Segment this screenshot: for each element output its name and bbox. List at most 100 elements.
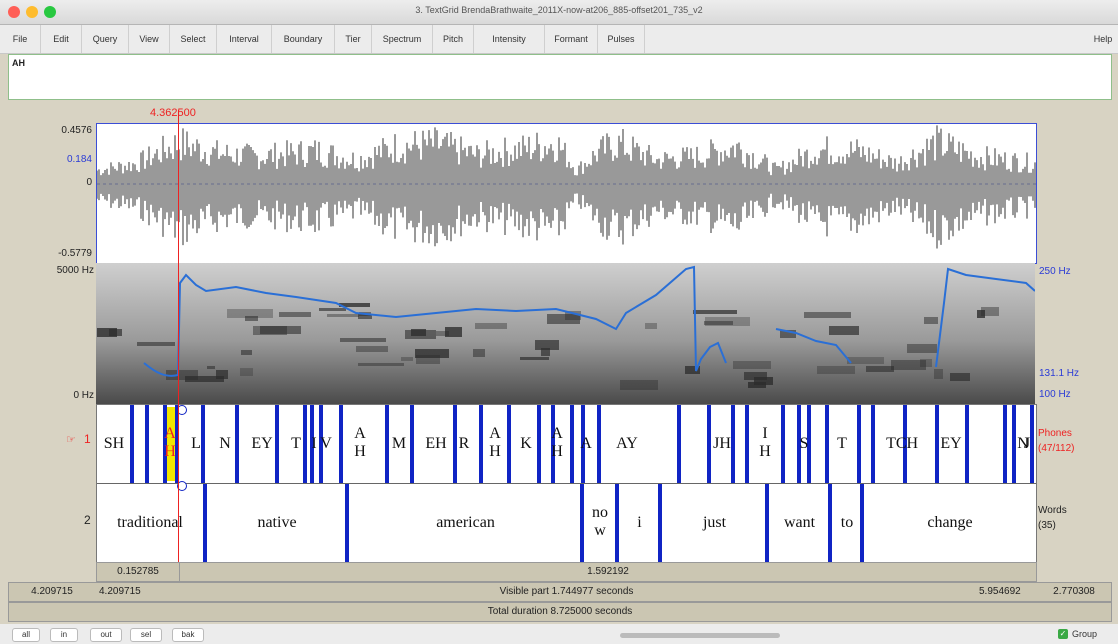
interval-text-value: AH (12, 58, 25, 68)
tier1-boundary[interactable] (310, 405, 314, 483)
zoom-button-row: all in out sel bak ✓ Group (0, 624, 1118, 644)
menu-pulses[interactable]: Pulses (598, 25, 645, 53)
tier1-boundary[interactable] (410, 405, 414, 483)
horizontal-scrollbar[interactable] (620, 633, 780, 638)
tier1-boundary[interactable] (570, 405, 574, 483)
minimize-window-icon[interactable] (26, 6, 38, 18)
zoom-window-icon[interactable] (44, 6, 56, 18)
tier2-boundary[interactable] (828, 484, 832, 562)
waveform-view[interactable] (96, 123, 1037, 264)
boundary-handle-bottom[interactable] (177, 481, 187, 491)
menu-bar: File Edit Query View Select Interval Bou… (0, 25, 1118, 54)
tier1-boundary[interactable] (857, 405, 861, 483)
menu-file[interactable]: File (0, 25, 41, 53)
tier1-boundary[interactable] (871, 405, 875, 483)
phone-label: T (291, 435, 301, 452)
tier1-boundary[interactable] (677, 405, 681, 483)
tier1-boundary[interactable] (797, 405, 801, 483)
tier2-number: 2 (84, 513, 91, 527)
tier1-boundary[interactable] (935, 405, 939, 483)
menu-formant[interactable]: Formant (545, 25, 598, 53)
visible-part-bar[interactable]: 4.209715 4.209715 Visible part 1.744977 … (8, 582, 1112, 602)
tier1-boundary[interactable] (581, 405, 585, 483)
tier2-boundary[interactable] (345, 484, 349, 562)
tier1-boundary[interactable] (731, 405, 735, 483)
tier1-boundary[interactable] (965, 405, 969, 483)
menu-pitch[interactable]: Pitch (433, 25, 474, 53)
menu-boundary[interactable]: Boundary (272, 25, 335, 53)
tier1-boundary[interactable] (537, 405, 541, 483)
zoom-all-button[interactable]: all (12, 628, 40, 642)
menu-interval[interactable]: Interval (217, 25, 272, 53)
tier1-boundary[interactable] (1030, 405, 1034, 483)
tier1-boundary[interactable] (130, 405, 134, 483)
time-cursor-line[interactable] (178, 110, 179, 582)
tier1-boundary[interactable] (1003, 405, 1007, 483)
close-window-icon[interactable] (8, 6, 20, 18)
tier1-boundary[interactable] (145, 405, 149, 483)
selection-left-duration: 0.152785 (117, 566, 159, 577)
tier1-boundary[interactable] (903, 405, 907, 483)
tier1-boundary[interactable] (825, 405, 829, 483)
tier1-boundary[interactable] (1012, 405, 1016, 483)
tier2-boundary[interactable] (860, 484, 864, 562)
waveform-marker-label: 0.184 (66, 154, 92, 165)
tier1-boundary[interactable] (807, 405, 811, 483)
tier1-boundary[interactable] (303, 405, 307, 483)
menu-edit[interactable]: Edit (41, 25, 82, 53)
tier1-boundary[interactable] (385, 405, 389, 483)
tier1-boundary[interactable] (551, 405, 555, 483)
words-tier[interactable]: traditional native american no w i just want to… (97, 484, 1036, 562)
tier1-boundary[interactable] (163, 405, 167, 483)
zoom-in-button[interactable]: in (50, 628, 78, 642)
total-duration-bar[interactable]: Total duration 8.725000 seconds (8, 602, 1112, 622)
phone-label: I H (759, 425, 771, 460)
tier2-boundary[interactable] (615, 484, 619, 562)
boundary-handle-top[interactable] (177, 405, 187, 415)
tier1-boundary[interactable] (201, 405, 205, 483)
phone-label: V (320, 435, 332, 452)
menu-intensity[interactable]: Intensity (474, 25, 545, 53)
interval-text-field[interactable]: AH (8, 54, 1112, 100)
remaining-time: 2.770308 (1053, 586, 1095, 597)
word-label: to (840, 514, 854, 531)
spectrogram-view[interactable] (96, 263, 1036, 404)
zoom-out-button[interactable]: out (90, 628, 122, 642)
zoom-selection-button[interactable]: sel (130, 628, 162, 642)
tier1-boundary[interactable] (275, 405, 279, 483)
menu-query[interactable]: Query (82, 25, 129, 53)
tier2-boundary[interactable] (765, 484, 769, 562)
tier2-boundary[interactable] (580, 484, 584, 562)
tier1-boundary[interactable] (339, 405, 343, 483)
tier1-boundary[interactable] (479, 405, 483, 483)
tier1-boundary[interactable] (319, 405, 323, 483)
tier1-boundary[interactable] (597, 405, 601, 483)
tier1-boundary[interactable] (781, 405, 785, 483)
word-label: native (257, 514, 297, 531)
tier1-boundary[interactable] (507, 405, 511, 483)
group-checkbox[interactable]: ✓ (1058, 629, 1068, 639)
menu-help[interactable]: Help (1093, 34, 1113, 44)
tier1-boundary[interactable] (707, 405, 711, 483)
selection-duration-bar[interactable]: 0.152785 1.592192 (96, 562, 1037, 582)
visible-start-time-blue: 4.209715 (99, 586, 141, 597)
zoom-back-button[interactable]: bak (172, 628, 204, 642)
tier1-boundary[interactable] (745, 405, 749, 483)
word-label: change (927, 514, 973, 531)
tier2-boundary[interactable] (203, 484, 207, 562)
menu-spectrum[interactable]: Spectrum (372, 25, 433, 53)
phone-label: R (458, 435, 470, 452)
waveform-zero-label: 0 (86, 177, 92, 188)
menu-tier[interactable]: Tier (335, 25, 372, 53)
tier1-boundary[interactable] (235, 405, 239, 483)
phone-label: J (1023, 435, 1031, 452)
tier1-boundary[interactable] (453, 405, 457, 483)
menu-view[interactable]: View (129, 25, 170, 53)
word-label: i (637, 514, 642, 531)
waveform-max-label: 0.4576 (61, 125, 92, 136)
tier2-boundary[interactable] (658, 484, 662, 562)
tier1-boundary[interactable] (175, 405, 179, 483)
menu-select[interactable]: Select (170, 25, 217, 53)
